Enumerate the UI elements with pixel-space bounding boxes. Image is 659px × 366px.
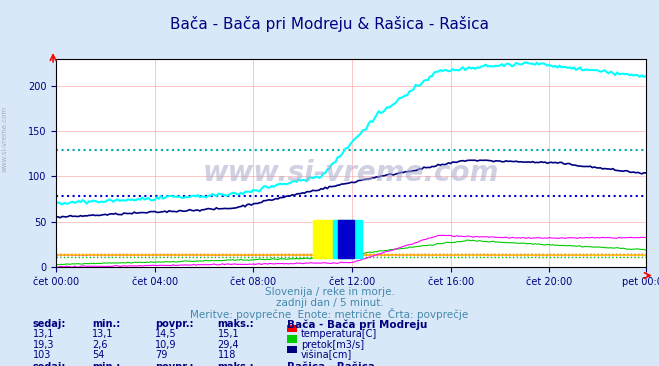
Text: 29,4: 29,4 <box>217 340 239 350</box>
Text: 79: 79 <box>155 350 167 360</box>
Text: maks.:: maks.: <box>217 362 254 366</box>
Polygon shape <box>313 220 341 258</box>
Polygon shape <box>333 220 362 258</box>
Text: www.si-vreme.com: www.si-vreme.com <box>1 106 8 172</box>
Text: Bača - Bača pri Modreju: Bača - Bača pri Modreju <box>287 319 427 330</box>
Text: min.:: min.: <box>92 319 121 329</box>
Text: povpr.:: povpr.: <box>155 362 193 366</box>
Text: pretok[m3/s]: pretok[m3/s] <box>301 340 364 350</box>
Text: 118: 118 <box>217 350 236 360</box>
Text: 10,9: 10,9 <box>155 340 177 350</box>
Text: 54: 54 <box>92 350 105 360</box>
Text: zadnji dan / 5 minut.: zadnji dan / 5 minut. <box>275 298 384 308</box>
Text: Slovenija / reke in morje.: Slovenija / reke in morje. <box>264 287 395 297</box>
Text: min.:: min.: <box>92 362 121 366</box>
Text: 13,1: 13,1 <box>92 329 114 339</box>
Text: 19,3: 19,3 <box>33 340 55 350</box>
Text: povpr.:: povpr.: <box>155 319 193 329</box>
Text: sedaj:: sedaj: <box>33 319 67 329</box>
Text: 2,6: 2,6 <box>92 340 108 350</box>
Text: Rašica - Rašica: Rašica - Rašica <box>287 362 375 366</box>
Text: Bača - Bača pri Modreju & Rašica - Rašica: Bača - Bača pri Modreju & Rašica - Rašic… <box>170 16 489 33</box>
Text: sedaj:: sedaj: <box>33 362 67 366</box>
Text: Meritve: povprečne  Enote: metrične  Črta: povprečje: Meritve: povprečne Enote: metrične Črta:… <box>190 308 469 320</box>
Text: 15,1: 15,1 <box>217 329 239 339</box>
Text: 13,1: 13,1 <box>33 329 55 339</box>
Text: 103: 103 <box>33 350 51 360</box>
Text: 14,5: 14,5 <box>155 329 177 339</box>
Text: višina[cm]: višina[cm] <box>301 350 353 360</box>
Text: temperatura[C]: temperatura[C] <box>301 329 378 339</box>
Text: www.si-vreme.com: www.si-vreme.com <box>203 159 499 187</box>
Polygon shape <box>337 220 354 258</box>
Text: maks.:: maks.: <box>217 319 254 329</box>
